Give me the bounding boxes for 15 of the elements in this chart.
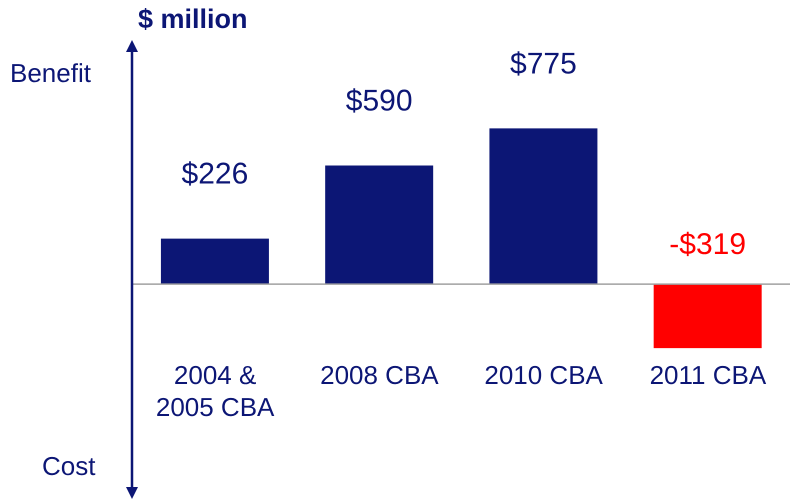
data-label: $590 <box>346 84 413 118</box>
x-tick-label: 2008 CBA <box>320 360 440 390</box>
data-label: $775 <box>510 47 577 80</box>
bar <box>654 284 762 348</box>
text: Benefit <box>10 58 91 89</box>
x-tick-label: 2010 CBA <box>484 360 604 390</box>
data-label: -$319 <box>669 228 746 262</box>
bar <box>489 128 598 284</box>
data-label: $226 <box>182 158 248 191</box>
text: Cost <box>42 451 96 482</box>
x-tick-label: 2011 CBA <box>650 360 767 390</box>
bar <box>325 166 434 284</box>
y-axis-title: $ million <box>138 4 248 35</box>
x-tick-label: 2004 & 2005 CBA <box>156 360 276 422</box>
bar <box>160 238 269 284</box>
